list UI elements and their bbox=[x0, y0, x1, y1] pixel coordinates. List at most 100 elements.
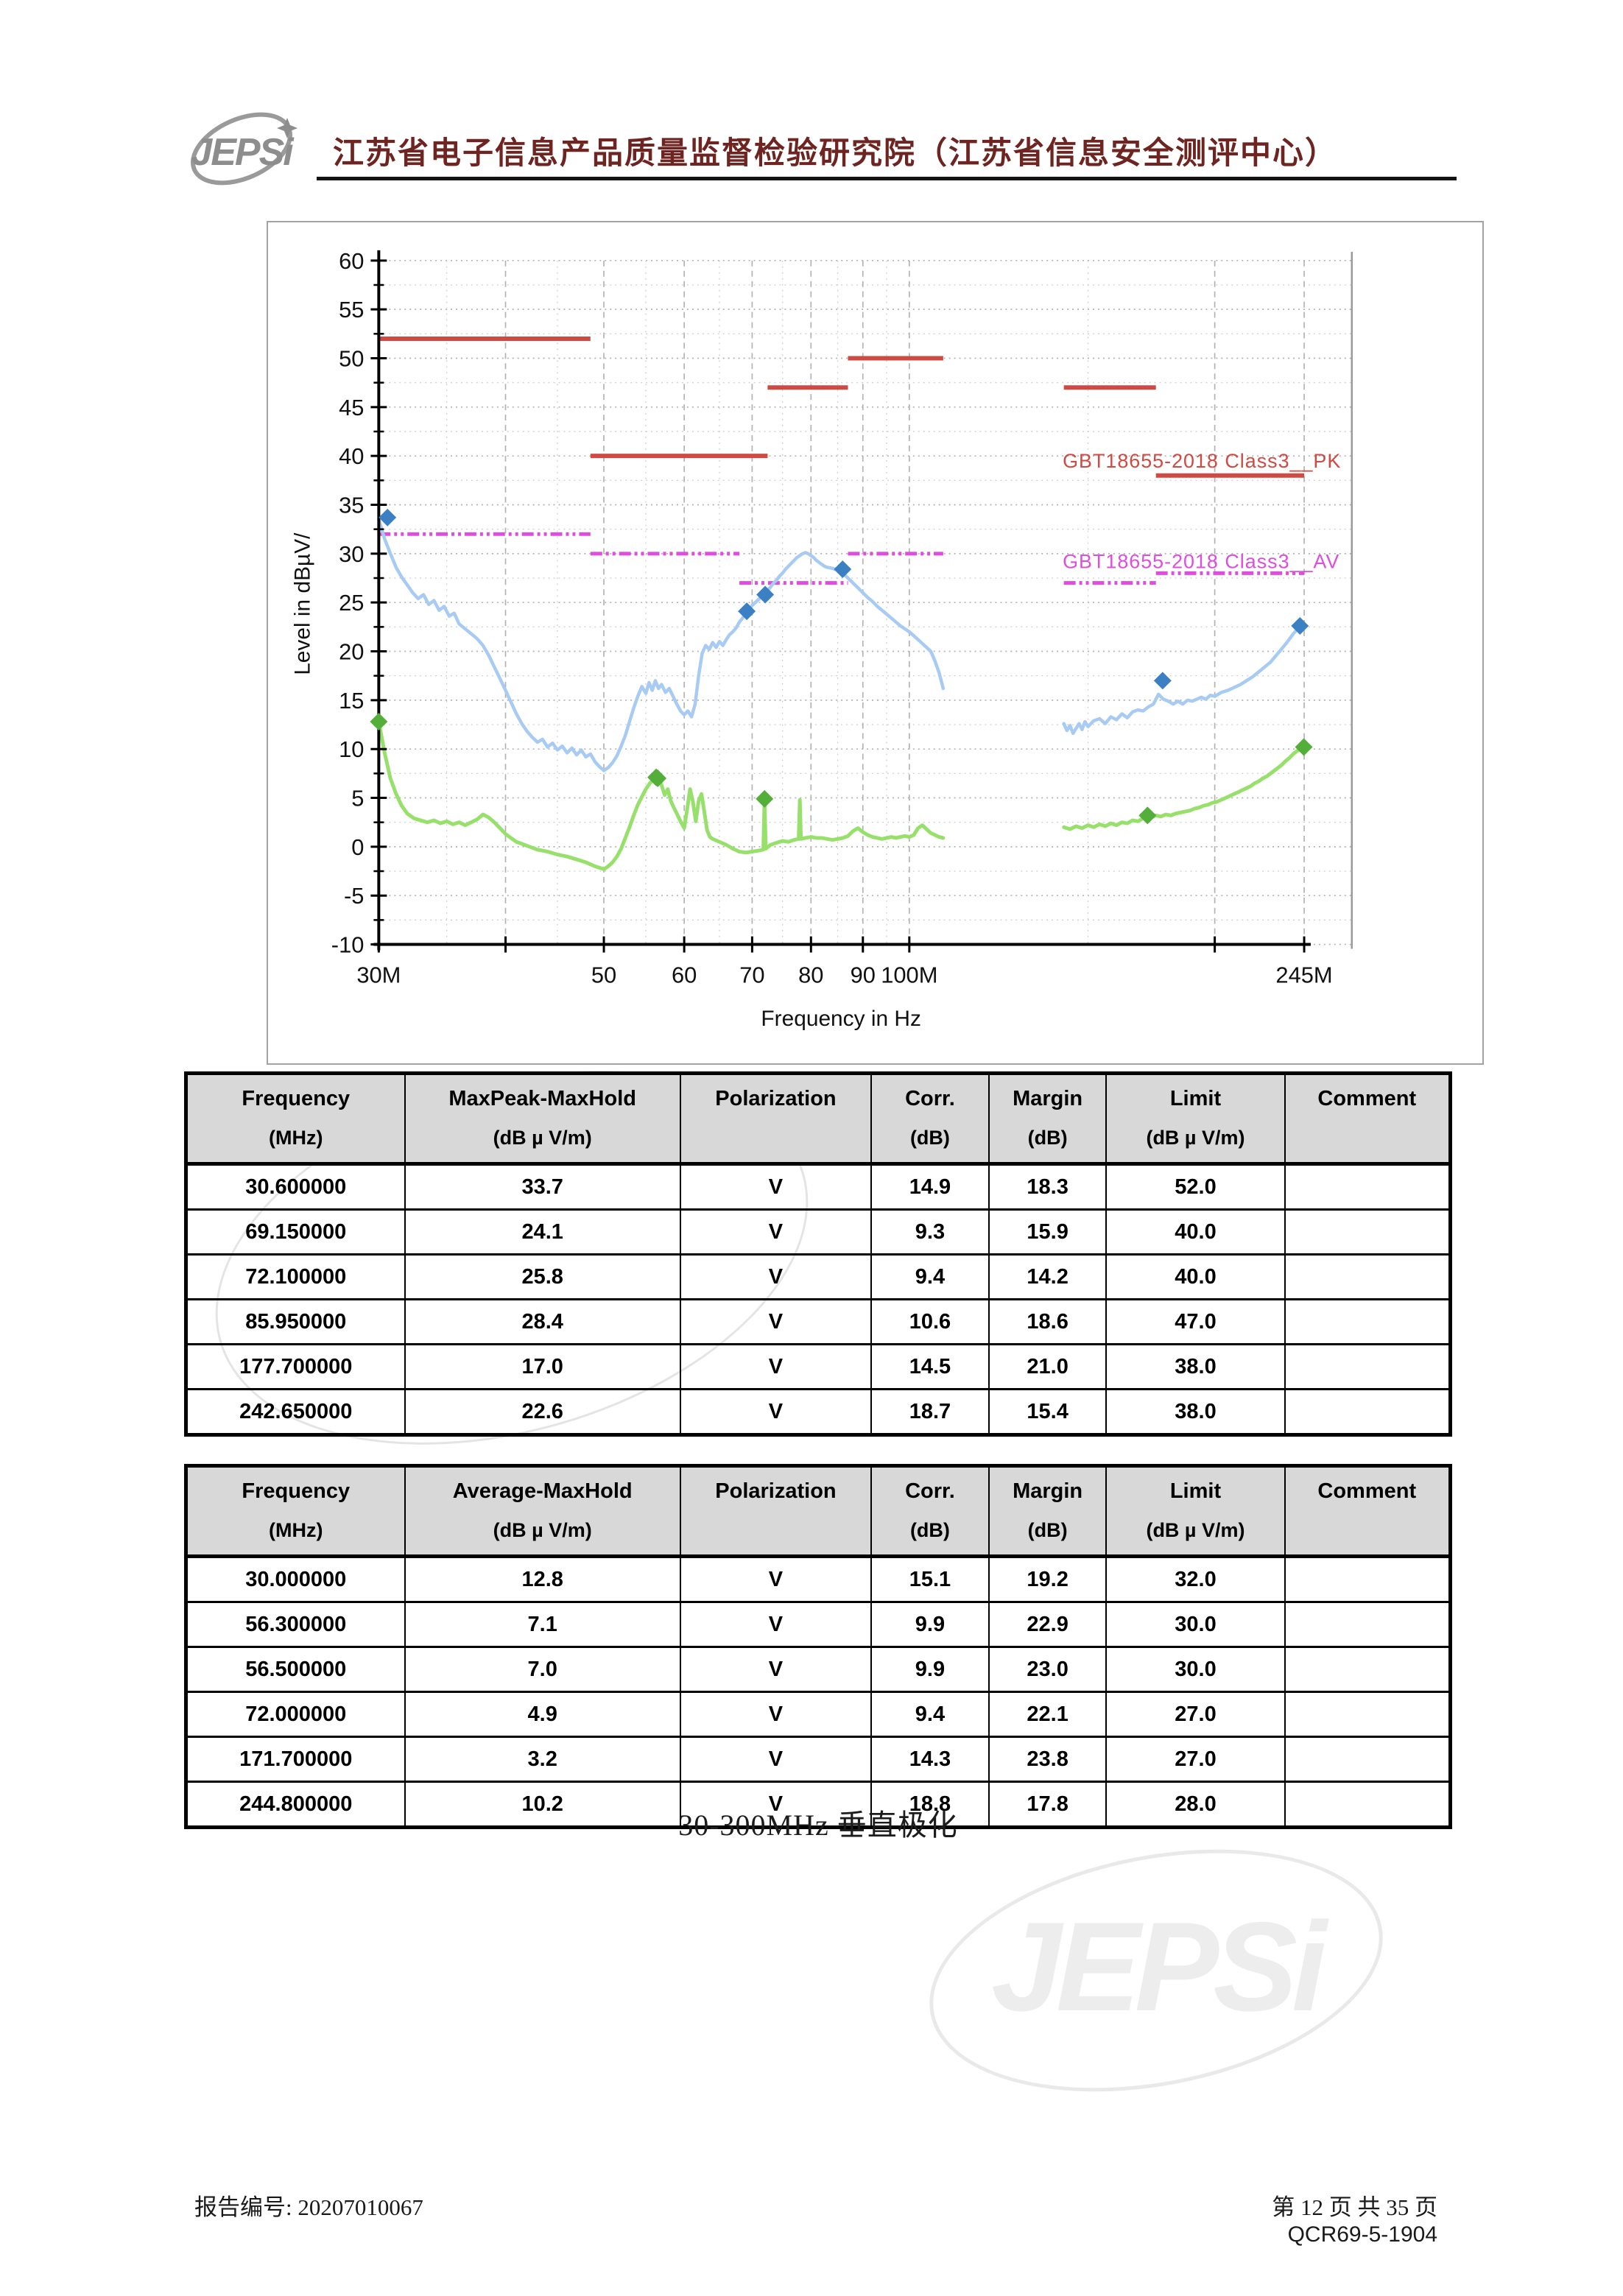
table-cell bbox=[1284, 1555, 1451, 1603]
table-cell: 15.1 bbox=[870, 1555, 990, 1603]
column-header: Polarization bbox=[679, 1072, 873, 1166]
table-cell: V bbox=[679, 1163, 873, 1211]
x-tick-label: 80 bbox=[798, 962, 823, 987]
table-cell: 52.0 bbox=[1105, 1163, 1286, 1211]
table-cell: 30.0 bbox=[1105, 1601, 1286, 1648]
table-row: 72.000000 4.9 V 9.4 22.1 27.0 bbox=[185, 1691, 1451, 1738]
y-tick-label: -5 bbox=[344, 883, 364, 909]
column-header: Corr. (dB) bbox=[870, 1465, 990, 1558]
table-cell: 14.2 bbox=[987, 1253, 1108, 1300]
column-header: Frequency (MHz) bbox=[185, 1072, 406, 1166]
table-row: 30.600000 33.7 V 14.9 18.3 52.0 bbox=[185, 1163, 1451, 1211]
table-cell: 56.300000 bbox=[185, 1601, 406, 1648]
table-cell: 9.9 bbox=[870, 1601, 990, 1648]
table-cell: 12.8 bbox=[404, 1555, 681, 1603]
table-cell: 21.0 bbox=[987, 1343, 1108, 1390]
trace-average bbox=[1062, 744, 1306, 831]
table-cell: 18.6 bbox=[987, 1298, 1108, 1345]
table-row: 72.100000 25.8 V 9.4 14.2 40.0 bbox=[185, 1253, 1451, 1300]
table-row: 56.500000 7.0 V 9.9 23.0 30.0 bbox=[185, 1646, 1451, 1693]
x-tick-label: 70 bbox=[739, 962, 764, 987]
table-cell: 10.2 bbox=[404, 1781, 681, 1828]
table-cell: 17.8 bbox=[987, 1781, 1108, 1828]
watermark-logo: JEPSi bbox=[908, 1814, 1404, 2127]
table-cell bbox=[1284, 1388, 1451, 1436]
table-cell bbox=[1284, 1208, 1451, 1256]
table-cell: 85.950000 bbox=[185, 1298, 406, 1345]
table-cell bbox=[1284, 1298, 1451, 1345]
column-header: MaxPeak-MaxHold (dB µ V/m) bbox=[404, 1072, 681, 1166]
chart-caption: 30-300MHz 垂直极化 bbox=[678, 1809, 958, 1842]
table-cell: 14.5 bbox=[870, 1343, 990, 1390]
average-marker bbox=[1295, 738, 1313, 756]
table-cell: 27.0 bbox=[1105, 1736, 1286, 1783]
footer-doc-code: QCR69-5-1904 bbox=[1287, 2222, 1437, 2247]
x-tick-label: 50 bbox=[591, 962, 616, 987]
table-row: 177.700000 17.0 V 14.5 21.0 38.0 bbox=[185, 1343, 1451, 1390]
x-tick-label: 245M bbox=[1275, 962, 1332, 987]
table-cell: 33.7 bbox=[404, 1163, 681, 1211]
average-table-wrap: Frequency (MHz) Average-MaxHold (dB µ V/m) P… bbox=[184, 1464, 1452, 1829]
footer-report-number: 报告编号: 20207010067 bbox=[194, 2194, 423, 2220]
jepsi-logo-text: JEPSi bbox=[191, 131, 295, 174]
y-tick-label: 35 bbox=[339, 492, 364, 518]
logo-star-icon bbox=[277, 118, 298, 138]
table-cell: 14.3 bbox=[870, 1736, 990, 1783]
table-row: 30.000000 12.8 V 15.1 19.2 32.0 bbox=[185, 1555, 1451, 1603]
column-header: Margin (dB) bbox=[987, 1072, 1108, 1166]
table-cell: 9.9 bbox=[870, 1646, 990, 1693]
table-cell: 69.150000 bbox=[185, 1208, 406, 1256]
y-tick-label: 25 bbox=[339, 590, 364, 616]
jepsi-logo-icon: JEPSi bbox=[191, 112, 298, 186]
table-cell: 38.0 bbox=[1105, 1343, 1286, 1390]
table-cell: 15.9 bbox=[987, 1208, 1108, 1256]
table-cell: V bbox=[679, 1736, 873, 1783]
table-cell: 177.700000 bbox=[185, 1343, 406, 1390]
table-cell: 9.4 bbox=[870, 1253, 990, 1300]
table-cell bbox=[1284, 1163, 1451, 1211]
table-cell bbox=[1284, 1736, 1451, 1783]
table-cell: 72.000000 bbox=[185, 1691, 406, 1738]
table-cell: 9.4 bbox=[870, 1691, 990, 1738]
table-cell: V bbox=[679, 1208, 873, 1256]
table-cell: 38.0 bbox=[1105, 1388, 1286, 1436]
table-cell bbox=[1284, 1781, 1451, 1828]
table-cell: 15.4 bbox=[987, 1388, 1108, 1436]
table-cell: V bbox=[679, 1691, 873, 1738]
table-row: 56.300000 7.1 V 9.9 22.9 30.0 bbox=[185, 1601, 1451, 1648]
table-cell: 40.0 bbox=[1105, 1208, 1286, 1256]
table-row: 171.700000 3.2 V 14.3 23.8 27.0 bbox=[185, 1736, 1451, 1783]
maxpeak-marker bbox=[834, 560, 852, 579]
x-tick-label: 100M bbox=[881, 962, 937, 987]
column-header: Frequency (MHz) bbox=[185, 1465, 406, 1558]
y-tick-label: 55 bbox=[339, 297, 364, 323]
table-cell: 22.9 bbox=[987, 1601, 1108, 1648]
title-underline bbox=[317, 177, 1457, 180]
table-row: 69.150000 24.1 V 9.3 15.9 40.0 bbox=[185, 1208, 1451, 1256]
table-cell: V bbox=[679, 1601, 873, 1648]
table-cell: 7.1 bbox=[404, 1601, 681, 1648]
table-cell: 23.8 bbox=[987, 1736, 1108, 1783]
y-tick-label: 60 bbox=[339, 248, 364, 274]
x-tick-label: 30M bbox=[356, 962, 401, 987]
table-cell: 18.3 bbox=[987, 1163, 1108, 1211]
table-cell: 22.1 bbox=[987, 1691, 1108, 1738]
table-cell bbox=[1284, 1691, 1451, 1738]
table-cell bbox=[1284, 1253, 1451, 1300]
column-header: Limit (dB µ V/m) bbox=[1105, 1465, 1286, 1558]
column-header: Corr. (dB) bbox=[870, 1072, 990, 1166]
column-header: Average-MaxHold (dB µ V/m) bbox=[404, 1465, 681, 1558]
y-tick-label: -10 bbox=[331, 932, 365, 958]
table-header-row: Frequency (MHz) Average-MaxHold (dB µ V/m) P… bbox=[185, 1465, 1451, 1558]
table-cell: 19.2 bbox=[987, 1555, 1108, 1603]
table-cell: V bbox=[679, 1646, 873, 1693]
data-table-maxpeak: Frequency (MHz) MaxPeak-MaxHold (dB µ V/m) P… bbox=[184, 1071, 1452, 1437]
column-header: Polarization bbox=[679, 1465, 873, 1558]
legend-label: GBT18655-2018 Class3__AV bbox=[1063, 550, 1339, 572]
table-cell: 244.800000 bbox=[185, 1781, 406, 1828]
table-cell: V bbox=[679, 1253, 873, 1300]
table-header-row: Frequency (MHz) MaxPeak-MaxHold (dB µ V/m) P… bbox=[185, 1072, 1451, 1166]
x-axis-title: Frequency in Hz bbox=[761, 1007, 921, 1031]
table-cell: V bbox=[679, 1388, 873, 1436]
column-header: Limit (dB µ V/m) bbox=[1105, 1072, 1286, 1166]
